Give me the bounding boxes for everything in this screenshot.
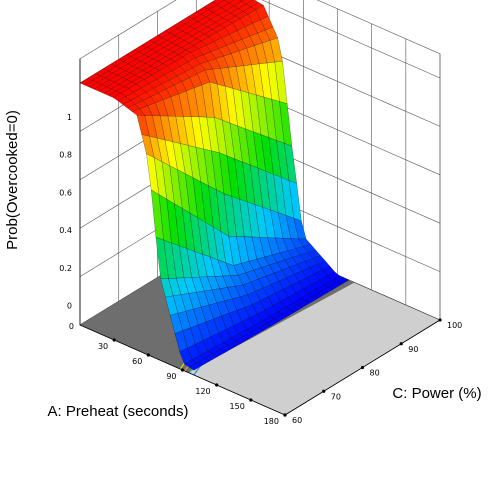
- y-tick-mark-0: [283, 413, 287, 417]
- y-tick-mark-4: [438, 318, 442, 322]
- z-tick-label-2: 0.4: [59, 226, 72, 235]
- z-tick-label-4: 0.8: [59, 151, 72, 160]
- y-tick-label-1: 70: [331, 392, 341, 401]
- y-tick-mark-1: [322, 389, 326, 393]
- response-surface: [79, 0, 350, 371]
- x-tick-mark-1: [146, 353, 150, 357]
- x-tick-label-5: 180: [264, 417, 279, 426]
- x-tick-label-3: 120: [195, 387, 210, 396]
- y-tick-label-3: 90: [408, 345, 418, 354]
- tick-labels: 30 60 90 120 150 180 60 70 80 90 100 0 0.2 0.4 0.6 0.8 1…: [59, 113, 462, 426]
- z-tick-label-3: 0.6: [59, 188, 72, 197]
- x-tick-label-1: 60: [132, 357, 142, 366]
- x-tick-label-0: 30: [98, 342, 108, 351]
- surface-cell-23-0: [188, 362, 202, 371]
- x-tick-label-2: 90: [166, 372, 176, 381]
- z-tick-label-0: 0: [67, 302, 72, 311]
- z-tick-label-1: 0.2: [59, 264, 72, 273]
- y-axis-label: C: Power (%): [392, 385, 481, 402]
- x-tick-mark-3: [215, 383, 219, 387]
- y-tick-mark-3: [399, 342, 403, 346]
- x-tick-mark-0: [112, 338, 116, 342]
- z-tick-label-5: 1: [67, 113, 72, 122]
- y-tick-label-2: 80: [370, 369, 380, 378]
- y-tick-label-0: 60: [292, 416, 302, 425]
- x-axis-label: A: Preheat (seconds): [48, 403, 189, 420]
- chart-axes: [79, 58, 442, 417]
- floor-tick-label: 0: [69, 322, 74, 331]
- x-tick-mark-2: [180, 368, 185, 372]
- x-tick-label-4: 150: [230, 402, 245, 411]
- y-tick-mark-2: [360, 365, 365, 370]
- x-tick-mark-4: [249, 398, 253, 402]
- y-tick-label-4: 100: [447, 321, 462, 330]
- z-axis-label: Prob(Overcooked=0): [4, 110, 21, 250]
